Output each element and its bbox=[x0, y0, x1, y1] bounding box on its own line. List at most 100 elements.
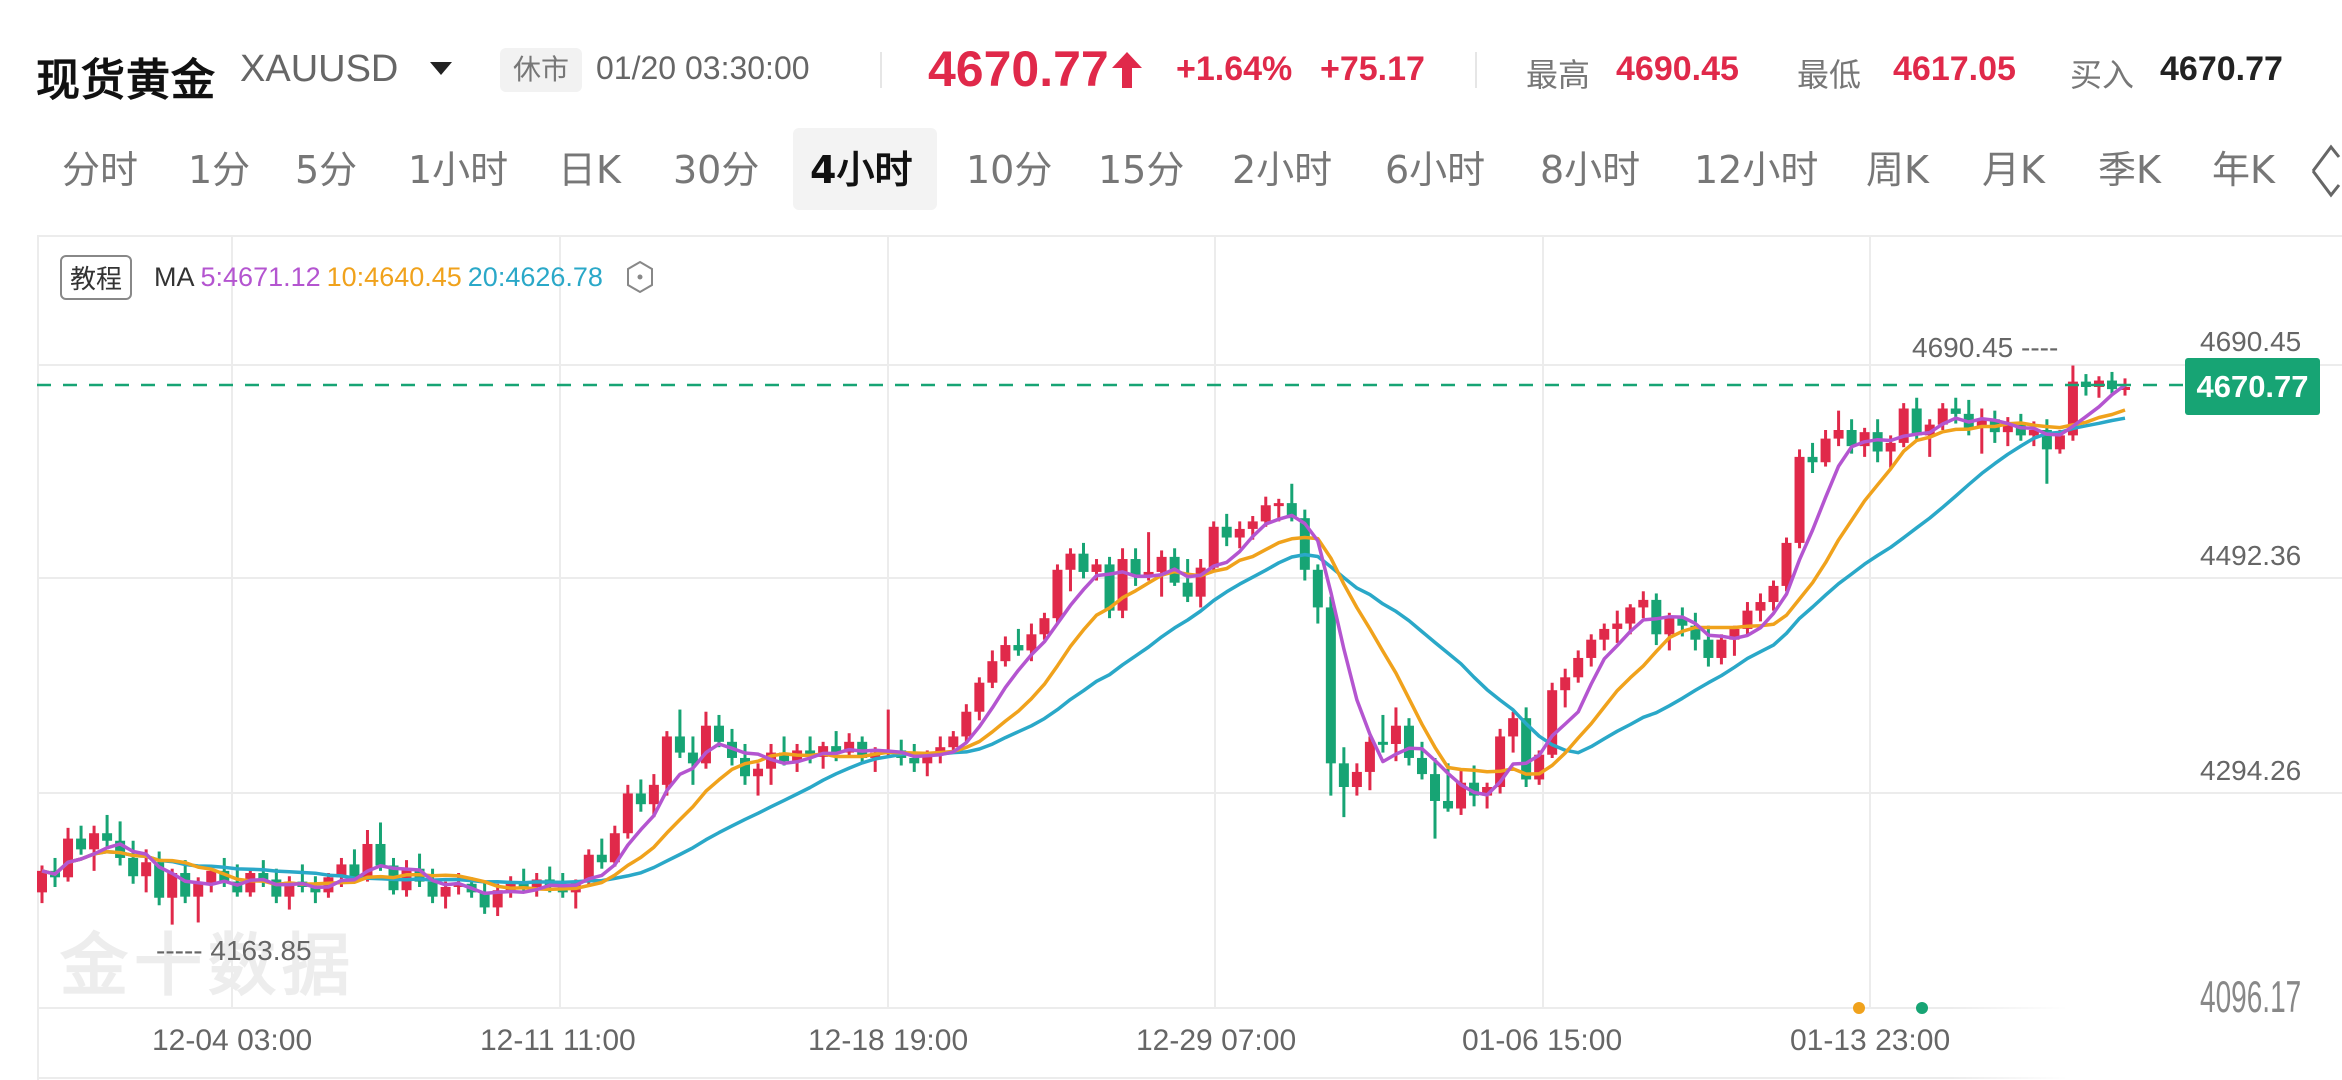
candle-up bbox=[1495, 736, 1506, 787]
x-tick-label: 12-29 07:00 bbox=[1136, 1024, 1297, 1057]
tab-timeframe[interactable]: 2小时 bbox=[1232, 148, 1333, 192]
candle-up bbox=[1885, 442, 1896, 452]
ma10-line bbox=[41, 408, 2126, 892]
candle-up bbox=[89, 833, 100, 850]
candle-up bbox=[1729, 628, 1740, 640]
x-tick-label: 01-13 23:00 bbox=[1790, 1024, 1951, 1057]
arrow-up-icon bbox=[1112, 52, 1142, 88]
tab-timeframe[interactable]: 分时 bbox=[62, 148, 139, 192]
tab-timeframe[interactable]: 1分 bbox=[188, 148, 251, 192]
tab-timeframe[interactable]: 10分 bbox=[966, 148, 1053, 192]
timeframe-tabs: 分时 1分 5分 1小时 日K 30分 4小时 10分 15分 2小时 6小时 8小时 12小时 周K 月K… bbox=[0, 125, 2342, 215]
tab-timeframe[interactable]: 12小时 bbox=[1694, 148, 1819, 192]
candle-up bbox=[987, 661, 998, 683]
tab-timeframe[interactable]: 周K bbox=[1866, 148, 1929, 192]
candle-up bbox=[961, 711, 972, 737]
candle-up bbox=[1859, 432, 1870, 447]
candle-up bbox=[1456, 782, 1467, 809]
instrument-title: 现货黄金 bbox=[36, 55, 216, 106]
candle-up bbox=[440, 886, 451, 897]
candle-up bbox=[1026, 634, 1037, 651]
candle-down bbox=[909, 757, 920, 764]
tab-timeframe[interactable]: 日K bbox=[558, 148, 621, 192]
candle-down bbox=[1104, 564, 1115, 611]
candle-up bbox=[284, 881, 295, 897]
last-price: 4670.77 bbox=[928, 41, 1109, 97]
candle-up bbox=[661, 736, 672, 785]
candle-down bbox=[635, 793, 646, 805]
candle-up bbox=[922, 754, 933, 764]
candle-down bbox=[1911, 408, 1922, 436]
candle-up bbox=[1664, 618, 1675, 635]
candle-up bbox=[1638, 599, 1649, 608]
tab-timeframe[interactable]: 4小时 bbox=[810, 148, 913, 192]
candle-down bbox=[1130, 559, 1141, 576]
active-tab-highlight bbox=[793, 128, 937, 210]
candle-up bbox=[206, 870, 217, 884]
candle-down bbox=[1299, 518, 1310, 570]
candle-down bbox=[180, 873, 191, 897]
tab-timeframe[interactable]: 月K bbox=[1982, 148, 2045, 192]
candle-down bbox=[518, 883, 529, 887]
candle-up bbox=[362, 843, 373, 878]
caret-down-icon[interactable] bbox=[430, 62, 452, 75]
candle-up bbox=[37, 870, 47, 893]
candle-down bbox=[805, 750, 816, 757]
tab-timeframe[interactable]: 8小时 bbox=[1540, 148, 1641, 192]
candle-up bbox=[583, 854, 594, 882]
candle-up bbox=[193, 883, 204, 897]
candle-up bbox=[1143, 571, 1154, 576]
candle-down bbox=[1950, 408, 1961, 414]
tutorial-button[interactable]: 教程 bbox=[60, 254, 133, 300]
candle-up bbox=[1091, 564, 1102, 572]
x-tick-label: 12-18 19:00 bbox=[808, 1024, 969, 1057]
instrument-symbol[interactable]: XAUUSD bbox=[240, 48, 399, 90]
candle-down bbox=[1690, 625, 1701, 640]
expand-icon[interactable] bbox=[2305, 143, 2342, 199]
tab-timeframe[interactable]: 1小时 bbox=[408, 148, 509, 192]
chart-panel[interactable] bbox=[37, 235, 2342, 1080]
tab-timeframe[interactable]: 年K bbox=[2212, 148, 2275, 192]
candle-up bbox=[245, 873, 256, 893]
candle-down bbox=[1078, 553, 1089, 572]
tab-timeframe[interactable]: 5分 bbox=[295, 148, 358, 192]
candle-down bbox=[674, 736, 685, 753]
y-tick-label-partial: 4096.17 bbox=[2200, 972, 2302, 1022]
tab-timeframe[interactable]: 6小时 bbox=[1385, 148, 1486, 192]
candle-down bbox=[375, 843, 386, 866]
candle-up bbox=[1768, 585, 1779, 603]
candle-down bbox=[2015, 424, 2026, 436]
tab-timeframe[interactable]: 30分 bbox=[673, 148, 760, 192]
candle-up bbox=[1482, 786, 1493, 796]
candle-up bbox=[1260, 505, 1271, 522]
tab-timeframe[interactable]: 15分 bbox=[1098, 148, 1185, 192]
candle-up bbox=[167, 873, 178, 898]
candle-up bbox=[1586, 639, 1597, 658]
candle-up bbox=[1625, 607, 1636, 624]
y-tick-label: 4492.36 bbox=[2200, 540, 2302, 571]
candle-down bbox=[1182, 582, 1193, 597]
candle-up bbox=[844, 741, 855, 753]
candle-up bbox=[1573, 657, 1584, 678]
candle-down bbox=[831, 746, 842, 753]
candle-up bbox=[2067, 381, 2078, 436]
hexagon-settings-icon[interactable] bbox=[625, 260, 655, 294]
candle-up bbox=[1534, 754, 1545, 780]
divider bbox=[880, 52, 882, 88]
high-value: 4690.45 bbox=[1616, 50, 1739, 88]
candle-up bbox=[336, 864, 347, 878]
divider bbox=[1475, 52, 1477, 88]
candle-up bbox=[1156, 556, 1167, 572]
candle-up bbox=[1547, 690, 1558, 755]
candle-up bbox=[1195, 567, 1206, 597]
candle-up bbox=[1052, 569, 1063, 619]
candle-down bbox=[479, 892, 490, 908]
candle-down bbox=[128, 857, 139, 877]
candle-down bbox=[1443, 800, 1454, 809]
candle-up bbox=[818, 746, 829, 757]
candle-down bbox=[1677, 618, 1688, 626]
candle-down bbox=[1286, 503, 1297, 519]
tab-timeframe[interactable]: 季K bbox=[2098, 148, 2161, 192]
candle-down bbox=[1469, 782, 1480, 796]
